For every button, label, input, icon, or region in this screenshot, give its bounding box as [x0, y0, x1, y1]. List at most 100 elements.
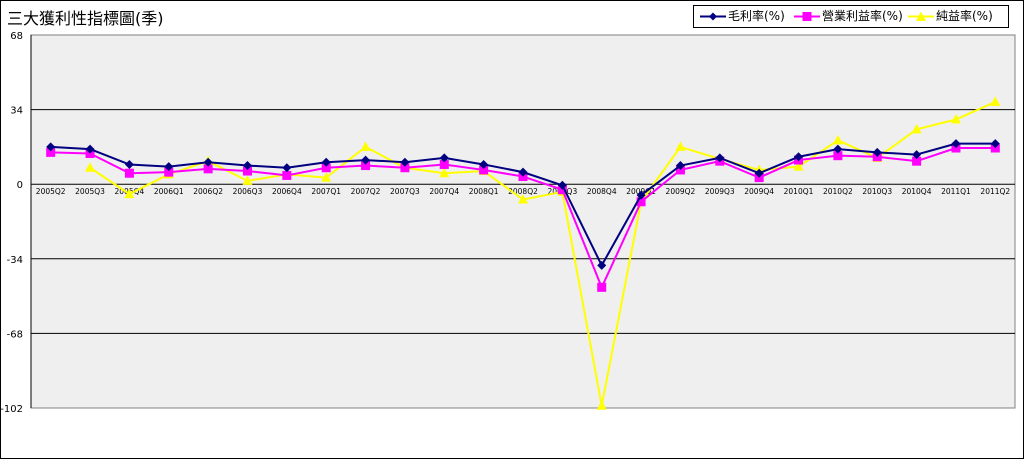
legend-label-net-margin: 純益率(%) — [936, 9, 993, 23]
data-point — [282, 163, 292, 173]
legend-swatch-net-margin — [908, 11, 934, 21]
data-point — [794, 152, 804, 162]
data-point — [951, 139, 961, 149]
y-tick-label: -34 — [7, 255, 23, 266]
series-line-segment — [837, 154, 878, 158]
series-line-segment — [247, 170, 287, 177]
series-line-segment — [719, 156, 760, 175]
x-tick-label: 2010Q1 — [784, 187, 814, 196]
series-line-segment — [286, 166, 327, 177]
series-line-segment — [208, 167, 248, 173]
series-line-segment — [365, 164, 405, 169]
data-point — [439, 167, 450, 178]
x-tick-label: 2011Q1 — [941, 187, 971, 196]
series-line-segment — [286, 161, 327, 169]
data-point — [282, 170, 292, 180]
plot-area — [30, 34, 1016, 409]
x-tick-label: 2008Q4 — [587, 187, 617, 196]
series-line-segment — [89, 152, 130, 175]
data-point — [124, 159, 134, 169]
data-point — [361, 155, 371, 165]
series-line-segment — [325, 146, 367, 179]
x-tick-label: 2009Q4 — [744, 187, 774, 196]
data-point — [833, 144, 843, 154]
series-line-segment — [128, 173, 170, 195]
series-line-segment — [404, 163, 445, 169]
series-line-segment — [168, 161, 209, 168]
data-point — [557, 180, 567, 190]
x-tick-label: 2007Q2 — [351, 187, 381, 196]
data-point — [912, 156, 922, 166]
series-line-segment — [561, 191, 603, 406]
series-line-segment — [129, 171, 169, 175]
series-line-segment — [916, 142, 957, 156]
data-point — [85, 144, 95, 154]
series-line-segment — [365, 146, 406, 169]
data-point — [950, 113, 961, 124]
x-tick-label: 2010Q2 — [823, 187, 853, 196]
y-tick-label: 34 — [10, 106, 23, 117]
y-tick-label: -102 — [1, 404, 23, 415]
data-point — [912, 150, 922, 160]
series-line-segment — [208, 161, 248, 167]
series-line-segment — [50, 145, 91, 151]
series-line-segment — [365, 159, 405, 164]
data-point — [242, 166, 252, 176]
data-point — [164, 167, 174, 177]
data-point — [46, 147, 56, 157]
x-tick-label: 2009Q3 — [705, 187, 735, 196]
y-tick-label: 0 — [17, 180, 23, 191]
x-tick-label: 2006Q4 — [272, 187, 302, 196]
data-point — [990, 139, 1000, 149]
series-line-segment — [50, 151, 91, 155]
series-line-segment — [561, 189, 603, 288]
data-point — [203, 157, 213, 167]
data-point — [124, 188, 135, 199]
series-line-segment — [680, 160, 721, 171]
data-point — [321, 172, 332, 182]
x-tick-label: 2011Q2 — [980, 187, 1010, 196]
x-tick-label: 2007Q4 — [429, 187, 459, 196]
x-tick-label: 2006Q2 — [193, 187, 223, 196]
data-point — [715, 153, 725, 163]
chart-legend: 毛利率(%) 營業利益率(%) 純益率(%) — [693, 5, 1009, 28]
series-line-segment — [916, 118, 957, 131]
y-tick-label: 68 — [10, 31, 23, 42]
series-line-segment — [877, 155, 917, 163]
data-point — [85, 162, 96, 172]
series-line-segment — [600, 201, 643, 406]
x-tick-label: 2006Q3 — [233, 187, 263, 196]
data-point — [400, 163, 410, 173]
series-line-segment — [916, 147, 957, 163]
legend-swatch-gross-margin — [700, 12, 726, 21]
series-line-segment — [837, 139, 878, 159]
data-point — [833, 151, 843, 161]
data-point — [636, 197, 646, 207]
series-line-segment — [444, 163, 484, 171]
legend-label-gross-margin: 毛利率(%) — [728, 9, 785, 23]
data-point — [361, 161, 371, 171]
series-line-segment — [877, 151, 917, 156]
series-line-segment — [326, 164, 366, 169]
series-line-segment — [168, 167, 209, 174]
series-line-segment — [561, 184, 603, 266]
series-line-segment — [483, 168, 524, 178]
data-point — [400, 157, 410, 167]
series-line-segment — [404, 166, 445, 175]
x-tick-label: 2007Q3 — [390, 187, 420, 196]
data-point — [793, 161, 804, 171]
data-point — [872, 147, 882, 157]
series-line-segment — [758, 155, 799, 175]
x-tick-label: 2005Q3 — [75, 187, 105, 196]
x-tick-label: 2010Q3 — [862, 187, 892, 196]
series-line-segment — [955, 101, 996, 121]
x-tick-label: 2010Q4 — [902, 187, 932, 196]
series-line-segment — [680, 145, 721, 160]
x-tick-label: 2008Q1 — [469, 187, 499, 196]
data-point — [675, 161, 685, 171]
series-line-segment — [522, 175, 563, 191]
series-line-segment — [798, 148, 839, 158]
data-point — [242, 175, 253, 185]
